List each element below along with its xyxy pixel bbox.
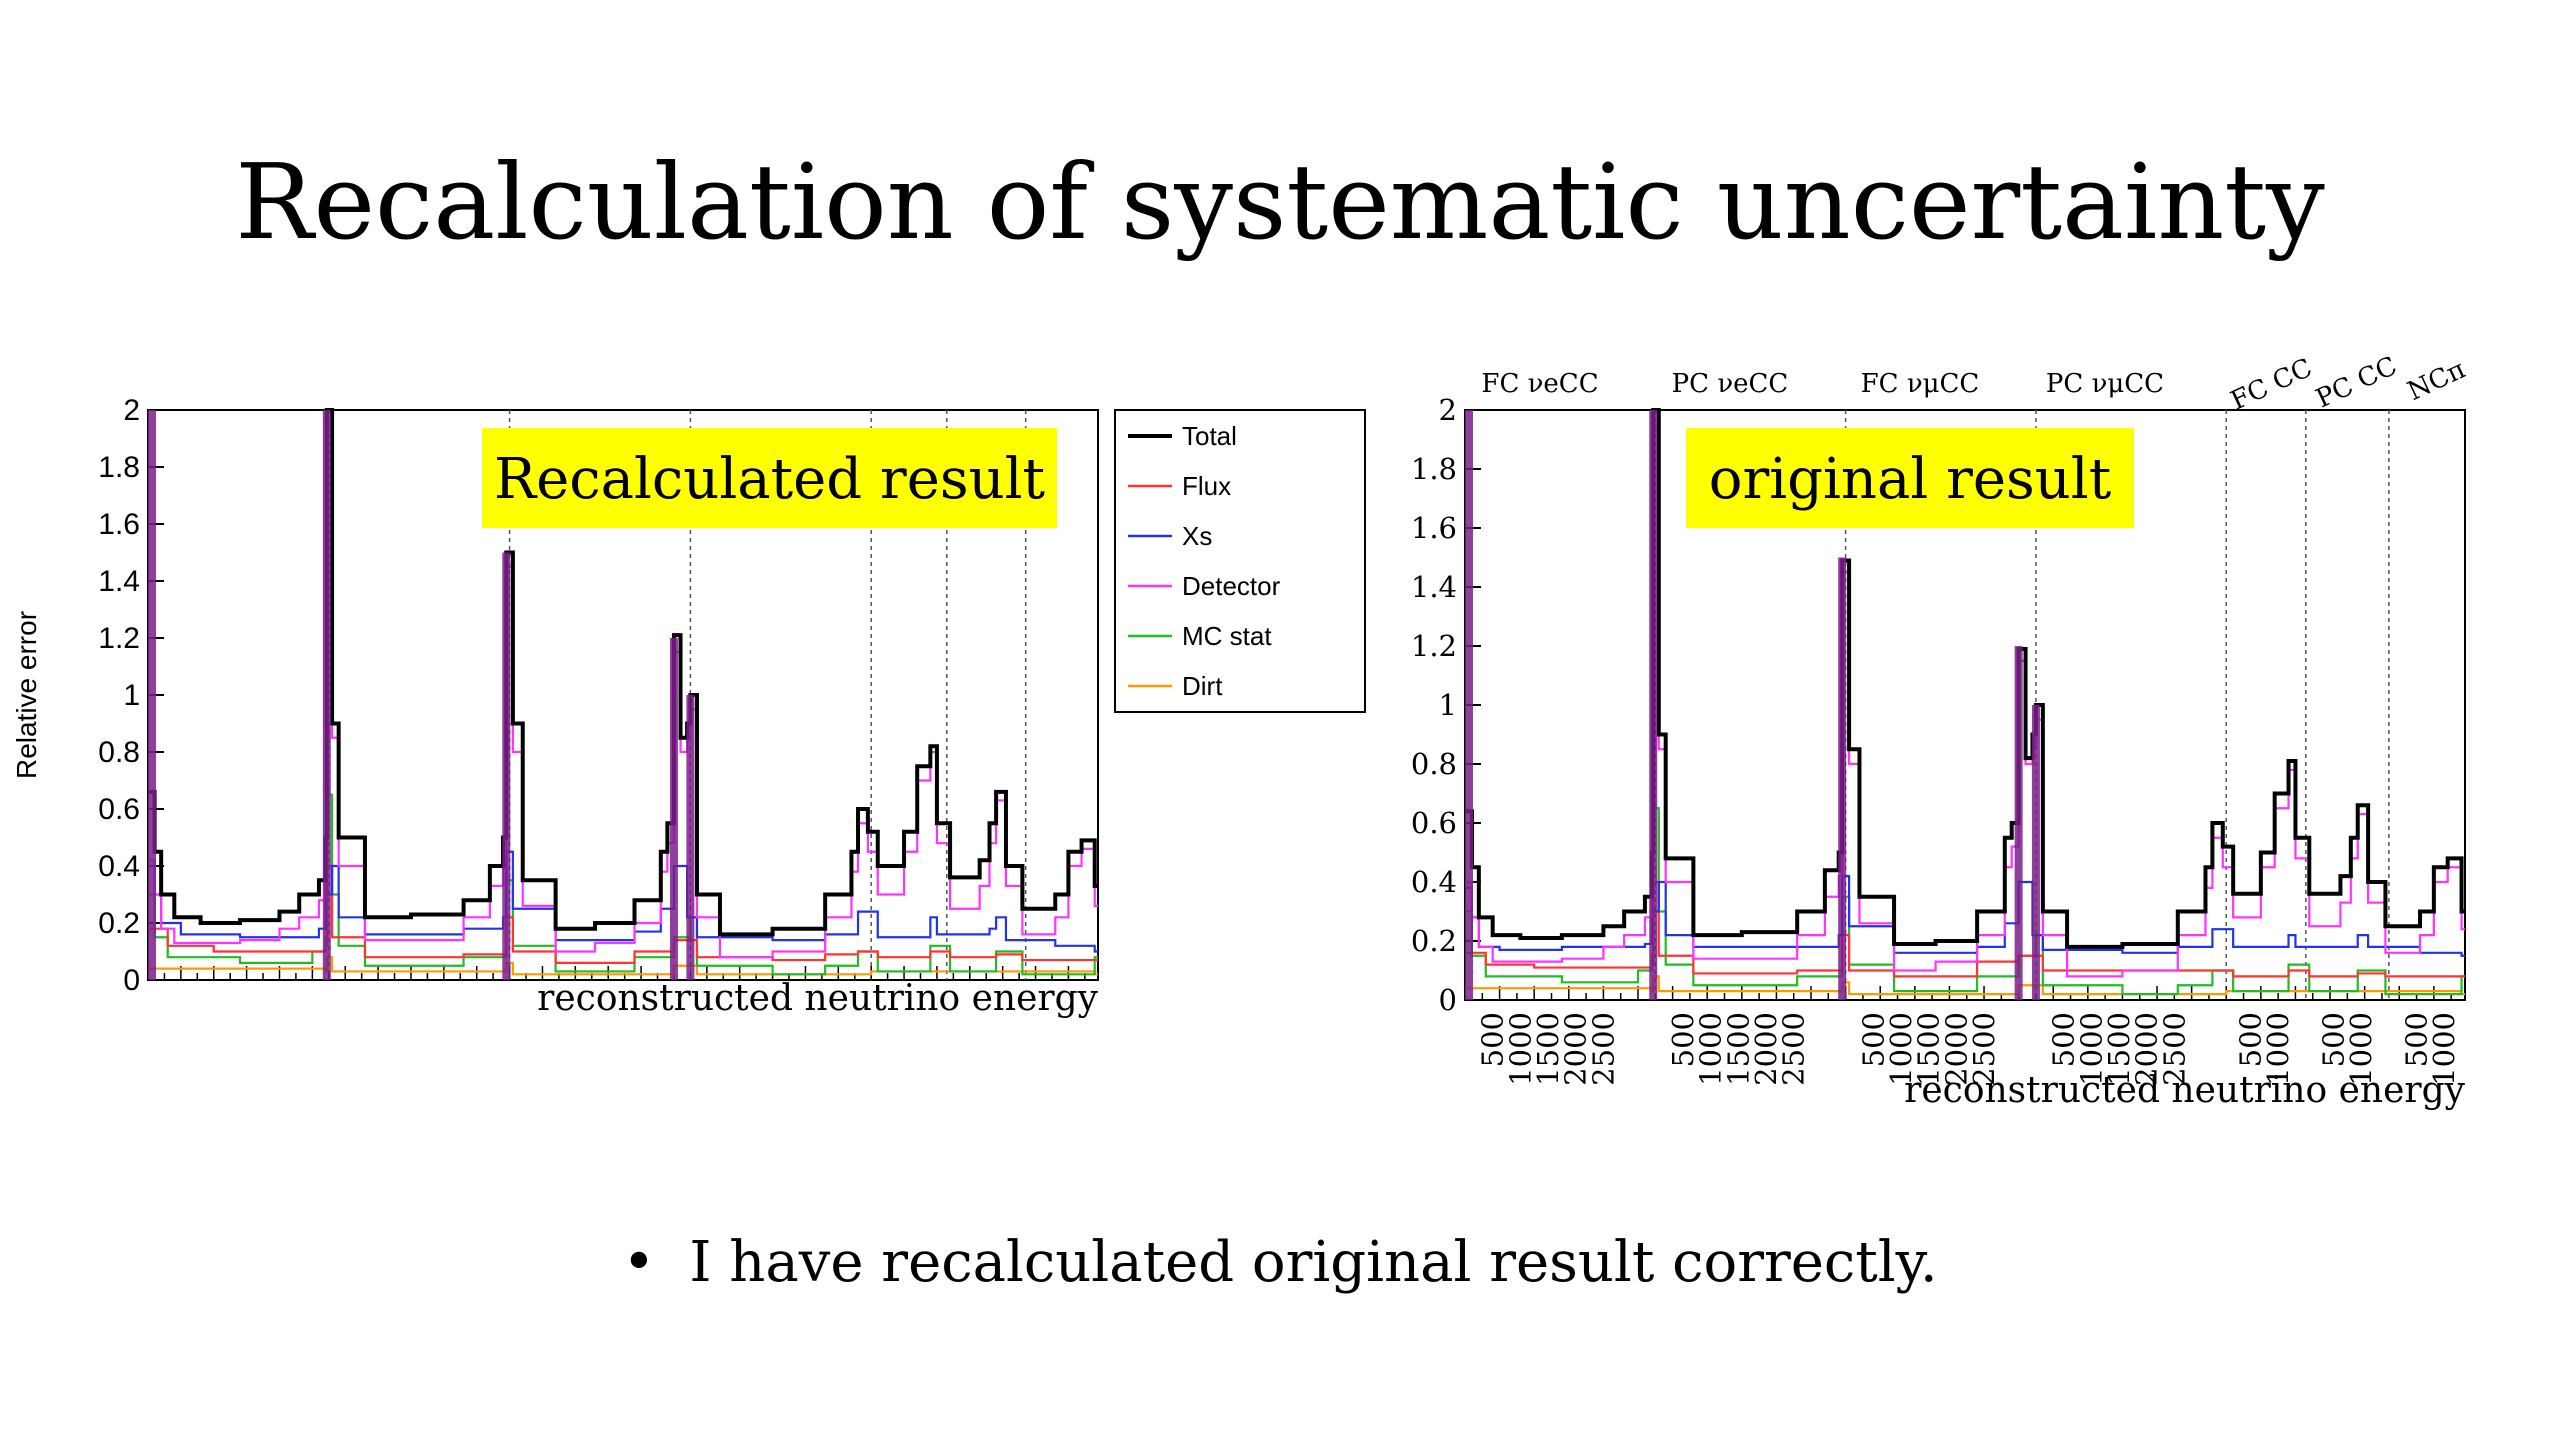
region-label-4: PC νμCC — [2046, 369, 2164, 399]
x-tick-label: 2500 — [1967, 1012, 2001, 1086]
x-tick-label: 500 — [1666, 1012, 1700, 1067]
y-tick-label: 1.6 — [1411, 511, 1457, 545]
x-tick-label: 2500 — [1777, 1012, 1811, 1086]
y-tick-label: 0.8 — [98, 736, 140, 769]
x-axis-label: reconstructed neutrino energy — [537, 978, 1099, 1019]
y-tick-label: 1.8 — [98, 451, 140, 484]
legend-label: Flux — [1182, 471, 1231, 501]
y-tick-label: 0.4 — [98, 850, 140, 883]
legend-label: Xs — [1182, 521, 1212, 551]
series-line-xs — [148, 850, 1098, 953]
x-axis-label: reconstructed neutrino energy — [1904, 1070, 2466, 1111]
x-tick-label: 1000 — [2344, 1012, 2378, 1086]
x-tick-label: 1500 — [1531, 1012, 1565, 1086]
y-tick-label: 0.6 — [1411, 806, 1457, 840]
result-callout-label: original result — [1709, 447, 2112, 512]
detector-spike-bar — [669, 638, 678, 980]
result-callout-box — [1686, 428, 2134, 528]
x-tick-label: 2500 — [1586, 1012, 1620, 1086]
detector-spike-bar — [1649, 410, 1658, 1000]
detector-spike-bar — [686, 695, 695, 980]
x-tick-label: 500 — [1476, 1012, 1510, 1067]
region-label-5: FC CC — [2226, 353, 2317, 417]
bullet-text: I have recalculated original result corr… — [689, 1230, 1938, 1295]
legend-label: Dirt — [1182, 671, 1223, 701]
y-tick-label: 0.2 — [1411, 924, 1457, 958]
y-tick-label: 1 — [123, 679, 140, 712]
legend-box — [1114, 409, 1366, 713]
x-tick-label: 1000 — [2427, 1012, 2461, 1086]
y-tick-label: 0 — [1439, 983, 1457, 1017]
y-tick-label: 1.2 — [1411, 629, 1457, 663]
x-tick-label: 1500 — [1721, 1012, 1755, 1086]
chart-legend: Total Flux Xs Detector MC stat Dirt — [1114, 409, 1366, 713]
x-tick-label: 500 — [2400, 1012, 2434, 1067]
legend-label: MC stat — [1182, 621, 1272, 651]
x-tick-label: 2000 — [1559, 1012, 1593, 1086]
y-tick-label: 0.4 — [1411, 865, 1457, 899]
detector-spike-bar — [502, 552, 511, 980]
y-tick-label: 1.4 — [98, 565, 140, 598]
region-label-2: PC νeCC — [1672, 369, 1789, 399]
y-tick-label: 0 — [123, 964, 140, 997]
region-label-3: FC νμCC — [1861, 369, 1980, 399]
region-label-7: NCπ — [2403, 355, 2470, 407]
detector-spike-bar — [148, 410, 156, 980]
y-tick-label: 2 — [1439, 393, 1457, 427]
x-tick-label: 1000 — [2261, 1012, 2295, 1086]
slide-title: Recalculation of systematic uncertainty — [235, 141, 2325, 263]
y-axis-label: Relative error — [11, 611, 42, 779]
original-error-chart: 0 0.2 0.4 0.6 0.8 1 1.2 1.4 1.6 1.8 2 original resu… — [1411, 351, 2470, 1111]
detector-spike-bar — [2031, 705, 2040, 1000]
detector-spike-bar — [1465, 410, 1473, 1000]
x-tick-label: 500 — [2047, 1012, 2081, 1067]
series-line-xs — [1465, 875, 2465, 957]
x-tick-label: 2000 — [2130, 1012, 2164, 1086]
bullet-point: • I have recalculated original result cor… — [0, 1230, 2560, 1295]
y-tick-label: 1 — [1439, 688, 1457, 722]
region-label-1: FC νeCC — [1481, 369, 1598, 399]
detector-spike-bar — [322, 410, 331, 980]
y-tick-label: 0.8 — [1411, 747, 1457, 781]
x-tick-label: 1000 — [2074, 1012, 2108, 1086]
y-tick-label: 1.8 — [1411, 452, 1457, 486]
y-tick-label: 0.6 — [98, 793, 140, 826]
region-label-6: PC CC — [2312, 351, 2402, 414]
x-tick-label: 500 — [2233, 1012, 2267, 1067]
recalculated-error-chart: 0 0.2 0.4 0.6 0.8 1 1.2 1.4 1.6 1.8 2 Recalculated … — [11, 394, 1366, 1019]
legend-label: Detector — [1182, 571, 1281, 601]
y-tick-label: 1.6 — [98, 508, 140, 541]
x-tick-label: 2000 — [1749, 1012, 1783, 1086]
x-tick-label: 1000 — [1884, 1012, 1918, 1086]
y-tick-label: 2 — [123, 394, 140, 427]
legend-label: Total — [1182, 421, 1237, 451]
result-callout-box — [482, 428, 1057, 528]
x-tick-label: 1000 — [1694, 1012, 1728, 1086]
x-tick-label: 1000 — [1503, 1012, 1537, 1086]
detector-spike-bar — [1838, 557, 1847, 1000]
bullet-dot: • — [622, 1230, 656, 1295]
y-tick-label: 0.2 — [98, 907, 140, 940]
result-callout-label: Recalculated result — [494, 447, 1046, 512]
x-tick-label: 2000 — [1939, 1012, 1973, 1086]
x-tick-label: 1500 — [2102, 1012, 2136, 1086]
y-tick-label: 1.2 — [98, 622, 140, 655]
x-tick-label: 500 — [2317, 1012, 2351, 1067]
detector-spike-bar — [2014, 646, 2023, 1000]
x-tick-label: 1500 — [1912, 1012, 1946, 1086]
y-tick-label: 1.4 — [1411, 570, 1457, 604]
x-tick-label: 2500 — [2157, 1012, 2191, 1086]
x-tick-label: 500 — [1856, 1012, 1890, 1067]
